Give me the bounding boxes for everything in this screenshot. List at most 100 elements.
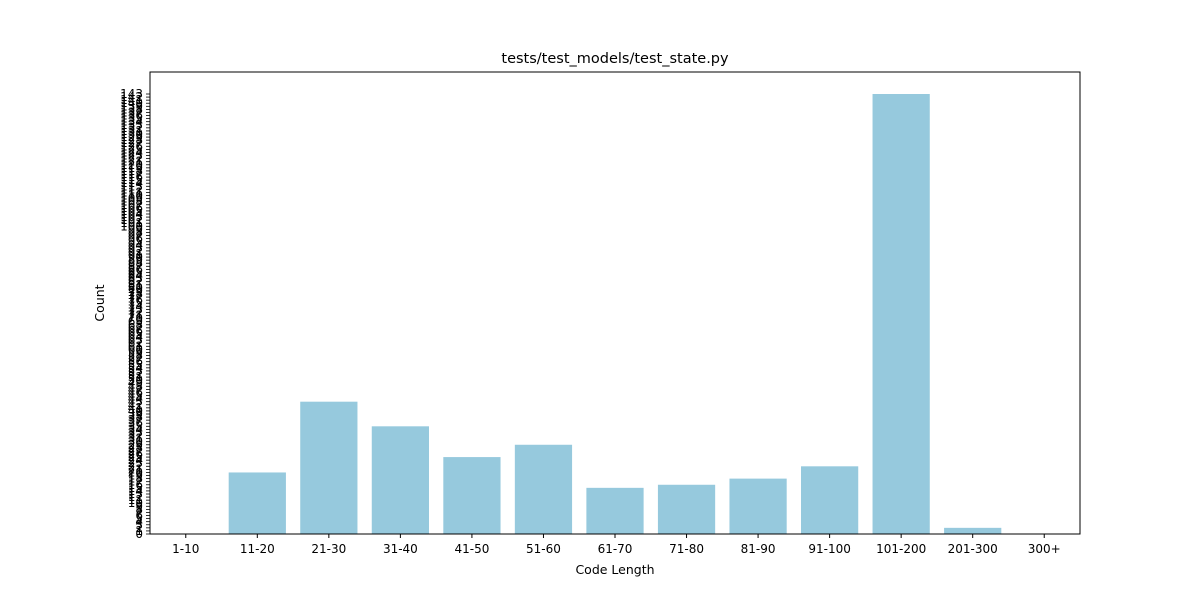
y-tick-label: 90 — [128, 250, 143, 264]
bar-11-20 — [228, 472, 286, 534]
y-tick-label: 57 — [128, 352, 143, 366]
y-tick-label: 1 — [135, 524, 143, 538]
y-tick-label: 142 — [120, 90, 143, 104]
y-tick-label: 18 — [128, 472, 143, 486]
y-tick-label: 136 — [120, 109, 143, 123]
y-tick-label: 102 — [120, 213, 143, 227]
y-tick-label: 78 — [128, 287, 143, 301]
y-tick-label: 21 — [128, 462, 143, 476]
y-tick-label: 61 — [128, 339, 143, 353]
y-axis-label: Count — [92, 284, 107, 321]
y-tick-label: 95 — [128, 235, 143, 249]
y-tick-label: 126 — [120, 139, 143, 153]
y-tick-label: 143 — [120, 87, 143, 101]
y-tick-label: 77 — [128, 290, 143, 304]
y-tick-label: 56 — [128, 355, 143, 369]
bar-101-200 — [872, 94, 930, 534]
y-tick-label: 68 — [128, 318, 143, 332]
y-tick-label: 124 — [120, 145, 143, 159]
y-tick-label: 4 — [135, 515, 143, 529]
y-tick-label: 22 — [128, 459, 143, 473]
y-tick-label: 52 — [128, 367, 143, 381]
bars-group — [228, 94, 1002, 534]
y-tick-label: 104 — [120, 207, 143, 221]
chart-title: tests/test_models/test_state.py — [501, 51, 729, 67]
y-tick-label: 28 — [128, 441, 143, 455]
y-tick-label: 128 — [120, 133, 143, 147]
y-tick-label: 81 — [128, 278, 143, 292]
y-tick-label: 45 — [128, 389, 143, 403]
y-tick-label: 133 — [120, 118, 143, 132]
y-tick-label: 86 — [128, 262, 143, 276]
y-tick-label: 138 — [120, 102, 143, 116]
x-tick-label: 91-100 — [808, 542, 851, 556]
y-tick-label: 99 — [128, 222, 143, 236]
y-tick-label: 48 — [128, 379, 143, 393]
y-tick-label: 49 — [128, 376, 143, 390]
y-tick-label: 67 — [128, 321, 143, 335]
y-tick-label: 16 — [128, 478, 143, 492]
bar-91-100 — [801, 466, 859, 534]
y-tick-label: 119 — [120, 161, 143, 175]
y-tick-label: 113 — [120, 179, 143, 193]
y-tick-label: 47 — [128, 382, 143, 396]
bar-81-90 — [729, 478, 787, 534]
y-tick-label: 69 — [128, 315, 143, 329]
y-tick-label: 107 — [120, 198, 143, 212]
y-tick-label: 14 — [128, 484, 143, 498]
y-tick-label: 9 — [135, 499, 143, 513]
y-tick-label: 105 — [120, 204, 143, 218]
y-tick-label: 83 — [128, 272, 143, 286]
y-tick-label: 15 — [128, 481, 143, 495]
y-tick-label: 6 — [135, 509, 143, 523]
y-tick-label: 98 — [128, 225, 143, 239]
y-tick-label: 118 — [120, 164, 143, 178]
x-tick-label: 101-200 — [876, 542, 926, 556]
y-tick-label: 122 — [120, 152, 143, 166]
y-tick-label: 51 — [128, 370, 143, 384]
y-tick-label: 101 — [120, 216, 143, 230]
y-tick-label: 112 — [120, 182, 143, 196]
y-tick-label: 87 — [128, 259, 143, 273]
y-tick-label: 114 — [120, 176, 143, 190]
y-tick-label: 2 — [135, 521, 143, 535]
x-tick-label: 300+ — [1028, 542, 1061, 556]
bar-71-80 — [657, 484, 716, 534]
y-tick-label: 139 — [120, 99, 143, 113]
y-tick-label: 137 — [120, 105, 143, 119]
y-tick-label: 24 — [128, 453, 143, 467]
bar-61-70 — [586, 487, 644, 534]
y-tick-label: 7 — [135, 505, 143, 519]
y-tick-label: 141 — [120, 93, 143, 107]
y-tick-label: 132 — [120, 121, 143, 135]
y-tick-label: 41 — [128, 401, 143, 415]
x-tick-label: 31-40 — [383, 542, 418, 556]
y-tick-label: 8 — [135, 502, 143, 516]
y-tick-label: 42 — [128, 398, 143, 412]
y-tick-label: 140 — [120, 96, 143, 110]
y-tick-label: 103 — [120, 210, 143, 224]
y-tick-label: 88 — [128, 256, 143, 270]
y-tick-label: 63 — [128, 333, 143, 347]
bar-201-300 — [944, 527, 1002, 534]
y-tick-label: 36 — [128, 416, 143, 430]
y-tick-label: 37 — [128, 413, 143, 427]
y-tick-label: 46 — [128, 385, 143, 399]
y-tick-label: 111 — [120, 185, 143, 199]
y-tick-label: 60 — [128, 342, 143, 356]
y-tick-label: 3 — [135, 518, 143, 532]
y-tick-label: 58 — [128, 349, 143, 363]
y-tick-label: 110 — [120, 189, 143, 203]
y-tick-label: 31 — [128, 432, 143, 446]
y-tick-label: 108 — [120, 195, 143, 209]
bar-51-60 — [514, 444, 573, 534]
y-tick-label: 38 — [128, 410, 143, 424]
x-tick-label: 11-20 — [240, 542, 275, 556]
y-tick-label: 135 — [120, 112, 143, 126]
y-tick-label: 72 — [128, 305, 143, 319]
y-tick-label: 54 — [128, 361, 143, 375]
y-tick-label: 65 — [128, 327, 143, 341]
y-tick-label: 123 — [120, 149, 143, 163]
y-tick-label: 117 — [120, 167, 143, 181]
